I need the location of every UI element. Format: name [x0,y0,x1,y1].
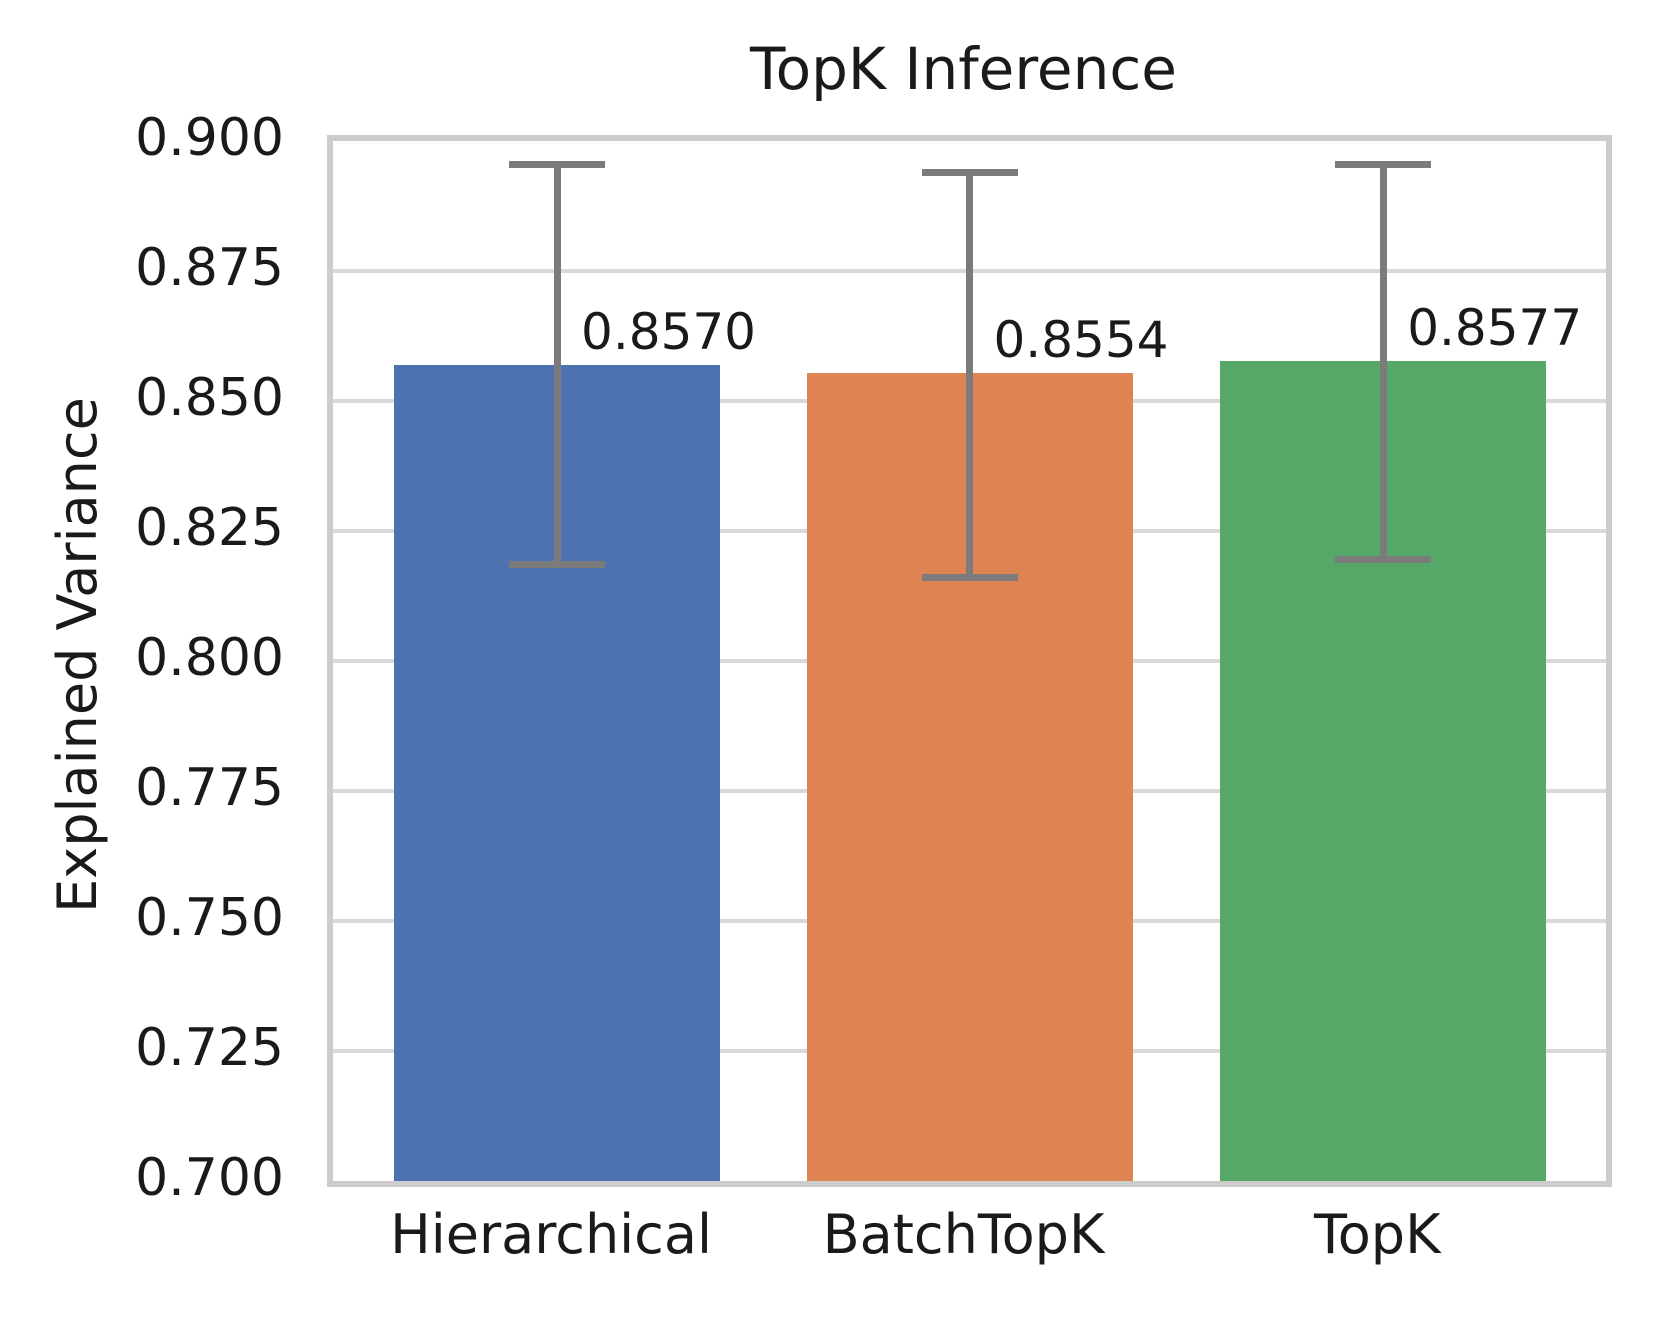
chart-title: TopK Inference [750,35,1177,103]
error-bar-line [1379,164,1387,560]
error-bar-cap-bottom [1335,556,1432,564]
error-bar-line [966,172,973,578]
y-tick-label: 0.900 [135,108,284,168]
error-bar-line [553,164,561,565]
error-bar-cap-bottom [921,574,1018,582]
bar-value-label: 0.8554 [993,310,1169,369]
y-tick-label: 0.800 [135,628,284,688]
y-tick-label: 0.850 [135,368,284,428]
error-bar-cap-top [921,168,1018,176]
y-tick-label: 0.775 [135,758,284,818]
y-tick-label: 0.700 [135,1148,284,1208]
x-tick-label: Hierarchical [390,1203,712,1266]
x-tick-label: BatchTopK [822,1203,1105,1266]
plot-area: 0.8570 0.8554 0.8577 [327,135,1612,1187]
y-tick-label: 0.825 [135,498,284,558]
error-bar-cap-top [1335,160,1432,168]
y-tick-label: 0.875 [135,238,284,298]
x-tick-label: TopK [1313,1203,1441,1266]
error-bar-cap-bottom [509,561,606,569]
y-tick-label: 0.750 [135,888,284,948]
error-bar-cap-top [509,160,606,168]
bar-value-label: 0.8577 [1407,298,1583,357]
bar-value-label: 0.8570 [581,302,756,361]
y-tick-label: 0.725 [135,1018,284,1078]
